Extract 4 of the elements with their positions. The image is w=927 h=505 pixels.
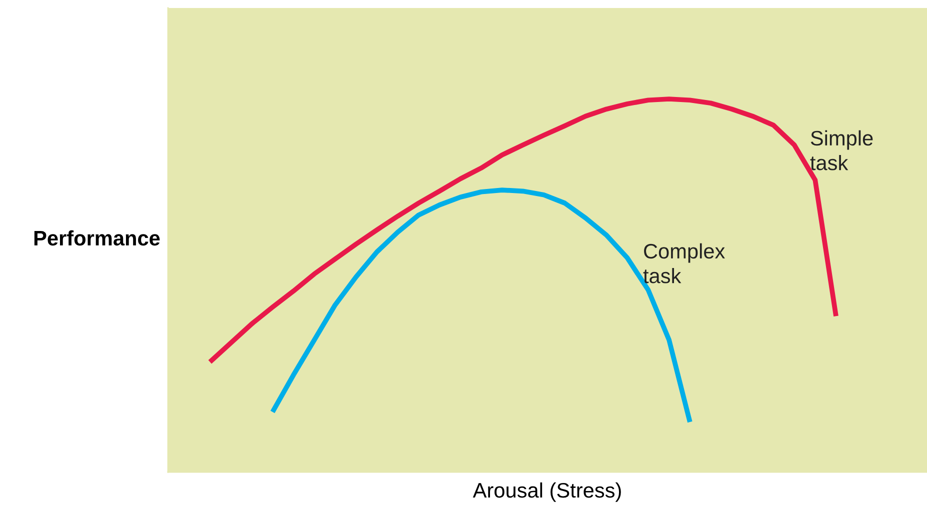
series-label: Simple task (810, 130, 873, 170)
y-axis-title: Performance (34, 230, 160, 246)
series-label: Complex task (643, 243, 725, 284)
x-axis-title: Arousal (Stress) (472, 482, 621, 502)
